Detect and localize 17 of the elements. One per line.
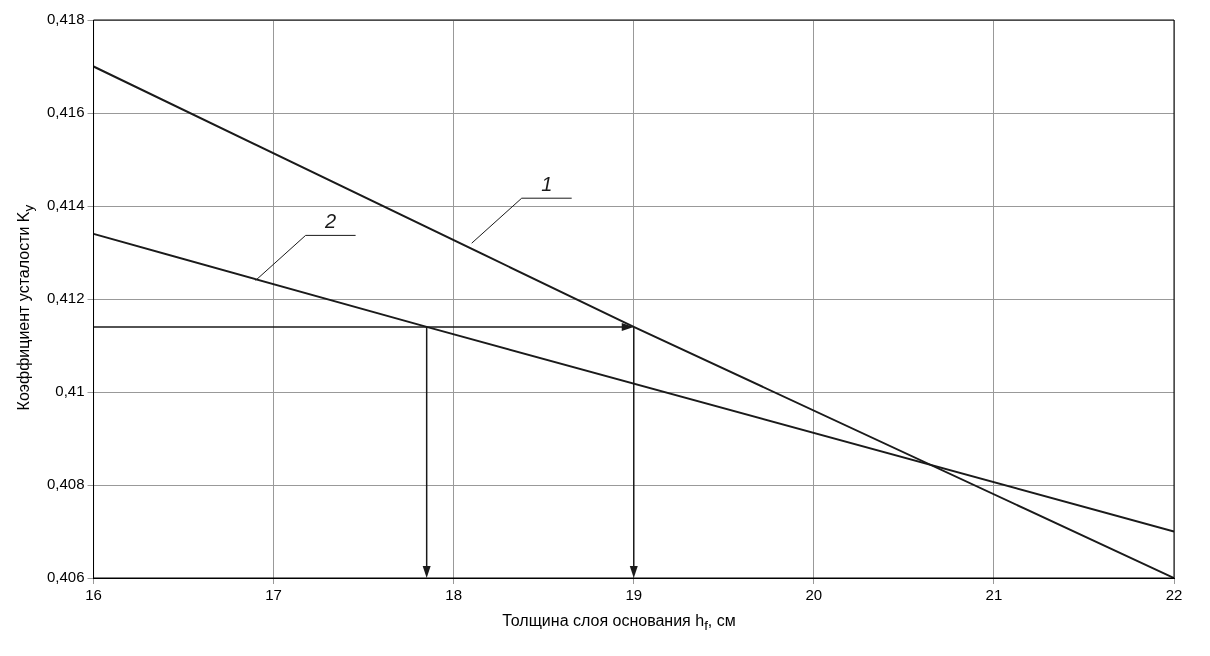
- y-tick-label: 0,406: [46, 568, 85, 586]
- y-tick-label: 0,416: [46, 103, 85, 121]
- y-tick-label: 0,41: [55, 382, 85, 400]
- annotation: 1: [541, 172, 553, 195]
- annotation: 2: [324, 209, 337, 232]
- x-tick-label: 19: [625, 586, 643, 604]
- y-tick-label: 0,412: [46, 289, 85, 307]
- x-tick-label: 18: [445, 586, 463, 604]
- x-tick-label: 21: [985, 586, 1003, 604]
- x-tick-label: 20: [805, 586, 823, 604]
- x-axis-title: Толщина слоя основания h$_{f}$, см: [501, 612, 737, 634]
- y-tick-label: 0,414: [46, 196, 85, 214]
- x-tick-label: 22: [1165, 586, 1183, 604]
- y-tick-label: 0,418: [46, 10, 85, 28]
- x-tick-label: 16: [85, 586, 102, 604]
- x-tick-label: 17: [265, 586, 282, 604]
- y-tick-label: 0,408: [46, 475, 85, 493]
